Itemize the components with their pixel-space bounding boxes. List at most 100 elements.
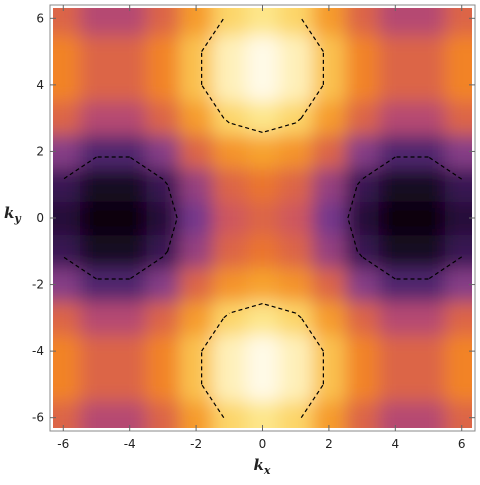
heat-cell bbox=[53, 34, 81, 69]
y-tick-label: -6 bbox=[32, 411, 44, 425]
heat-cell bbox=[79, 301, 114, 335]
heat-cell bbox=[245, 34, 280, 69]
heat-cell bbox=[179, 367, 214, 402]
heat-cell bbox=[146, 367, 180, 402]
heat-cell bbox=[245, 168, 280, 202]
heat-cell bbox=[279, 68, 313, 103]
y-tick-label: 0 bbox=[36, 211, 44, 225]
heat-cell bbox=[212, 34, 247, 69]
heat-cell bbox=[279, 334, 313, 369]
heat-cell bbox=[411, 401, 446, 428]
heat-cell bbox=[312, 367, 347, 402]
heat-cell bbox=[79, 101, 114, 136]
heat-cell bbox=[245, 134, 280, 169]
heat-cell bbox=[113, 168, 147, 202]
heat-cell bbox=[179, 401, 214, 428]
heat-cell bbox=[312, 301, 347, 335]
heat-cell bbox=[312, 334, 347, 369]
y-tick-label: -2 bbox=[32, 278, 44, 292]
heat-cell bbox=[378, 401, 413, 428]
y-tick-label: 4 bbox=[36, 78, 44, 92]
heatmap bbox=[53, 8, 472, 428]
heat-cell bbox=[411, 334, 446, 369]
heat-cell bbox=[53, 367, 81, 402]
heat-cell bbox=[179, 101, 214, 136]
heat-cell bbox=[179, 234, 214, 269]
heat-cell bbox=[312, 34, 347, 69]
heat-cell bbox=[345, 267, 380, 302]
heat-cell bbox=[53, 134, 81, 169]
heat-cell bbox=[411, 234, 446, 269]
heat-cell bbox=[53, 401, 81, 428]
heat-cell bbox=[345, 101, 380, 136]
heat-cell bbox=[279, 168, 313, 202]
x-tick-label: 2 bbox=[325, 437, 333, 451]
contour-line bbox=[201, 17, 324, 419]
heat-cell bbox=[79, 401, 114, 428]
x-tick-label: -2 bbox=[190, 437, 202, 451]
y-label-base: k bbox=[4, 204, 14, 222]
heat-cell bbox=[53, 334, 81, 369]
heat-cell bbox=[79, 8, 114, 36]
heat-cell bbox=[445, 401, 472, 428]
y-label-sub: y bbox=[13, 212, 22, 225]
heat-cell bbox=[378, 68, 413, 103]
heat-cell bbox=[411, 168, 446, 202]
heat-cell bbox=[378, 8, 413, 36]
heat-cell bbox=[212, 101, 247, 136]
heat-cell bbox=[113, 34, 147, 69]
heat-cell bbox=[113, 101, 147, 136]
x-tick-label: -6 bbox=[57, 437, 69, 451]
heat-cell bbox=[279, 34, 313, 69]
heat-cell bbox=[212, 301, 247, 335]
heat-cell bbox=[146, 301, 180, 335]
heat-cell bbox=[279, 267, 313, 302]
heat-cells bbox=[53, 8, 472, 428]
heat-cell bbox=[79, 334, 114, 369]
heat-cell bbox=[53, 168, 81, 202]
heat-cell bbox=[113, 234, 147, 269]
axes: -6 -4 -2 0 2 4 6 -6 -4 -2 0 2 4 6 bbox=[32, 4, 476, 451]
heat-cell bbox=[113, 401, 147, 428]
heat-cell bbox=[445, 168, 472, 202]
heat-cell bbox=[445, 267, 472, 302]
y-axis-label: ky bbox=[4, 204, 22, 225]
heat-cell bbox=[212, 367, 247, 402]
y-tick-label: -4 bbox=[32, 344, 44, 358]
heat-cell bbox=[279, 201, 313, 236]
x-tick-label: 6 bbox=[458, 437, 466, 451]
heat-cell bbox=[179, 301, 214, 335]
heat-cell bbox=[378, 168, 413, 202]
heat-cell bbox=[212, 68, 247, 103]
heat-cell bbox=[279, 8, 313, 36]
heat-cell bbox=[245, 301, 280, 335]
heat-cell bbox=[411, 8, 446, 36]
heat-cell bbox=[312, 234, 347, 269]
heat-cell bbox=[445, 134, 472, 169]
heat-cell bbox=[146, 234, 180, 269]
contour-line bbox=[62, 156, 463, 280]
x-tick-label: 4 bbox=[391, 437, 399, 451]
heat-cell bbox=[113, 334, 147, 369]
heat-cell bbox=[345, 68, 380, 103]
heat-cell bbox=[79, 201, 114, 236]
heat-cell bbox=[146, 401, 180, 428]
heat-cell bbox=[113, 134, 147, 169]
heat-cell bbox=[445, 68, 472, 103]
heat-cell bbox=[411, 34, 446, 69]
heat-cell bbox=[378, 34, 413, 69]
heat-cell bbox=[146, 334, 180, 369]
heat-cell bbox=[345, 168, 380, 202]
heat-cell bbox=[345, 201, 380, 236]
x-tick-label: -4 bbox=[124, 437, 136, 451]
heat-cell bbox=[411, 301, 446, 335]
heat-cell bbox=[53, 201, 81, 236]
heat-cell bbox=[345, 34, 380, 69]
heat-cell bbox=[179, 334, 214, 369]
heat-cell bbox=[146, 267, 180, 302]
heat-cell bbox=[378, 134, 413, 169]
heat-cell bbox=[245, 401, 280, 428]
heat-cell bbox=[146, 68, 180, 103]
heat-cell bbox=[378, 301, 413, 335]
heat-cell bbox=[113, 201, 147, 236]
